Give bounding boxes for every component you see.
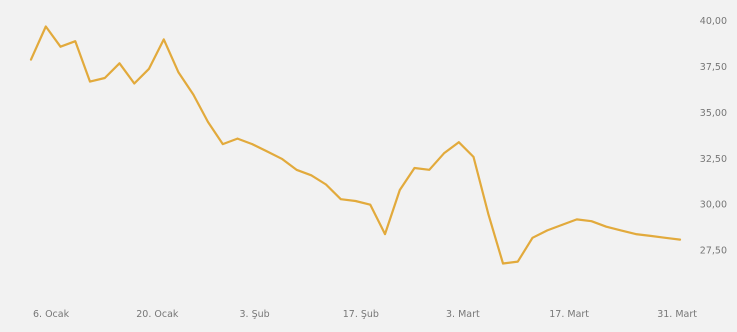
data-point	[178, 72, 180, 74]
data-point	[148, 68, 150, 70]
data-point	[576, 218, 578, 220]
data-point	[679, 239, 681, 241]
x-tick-label: 3. Mart	[446, 309, 480, 320]
data-point	[561, 224, 563, 226]
y-tick-label: 40,00	[700, 16, 727, 27]
data-point	[119, 62, 121, 64]
data-point	[502, 263, 504, 265]
data-point	[546, 230, 548, 232]
data-point	[30, 59, 32, 61]
data-point	[517, 261, 519, 263]
data-point	[399, 189, 401, 191]
data-point	[89, 81, 91, 83]
data-point	[473, 156, 475, 158]
data-point	[487, 213, 489, 215]
y-tick-label: 35,00	[700, 108, 727, 119]
data-point	[74, 40, 76, 42]
y-tick-label: 30,00	[700, 200, 727, 211]
series-line	[31, 27, 680, 264]
data-point	[251, 143, 253, 145]
data-point	[635, 233, 637, 235]
data-point	[237, 138, 239, 140]
x-tick-label: 17. Şub	[343, 309, 379, 320]
data-point	[207, 121, 209, 123]
data-point	[650, 235, 652, 237]
x-tick-label: 20. Ocak	[136, 309, 179, 320]
data-point	[133, 83, 135, 85]
data-point	[414, 167, 416, 169]
data-point	[340, 198, 342, 200]
data-point	[310, 174, 312, 176]
data-point	[60, 46, 62, 48]
data-point	[384, 233, 386, 235]
data-point	[664, 237, 666, 239]
data-point	[458, 141, 460, 143]
data-point	[620, 230, 622, 232]
data-point	[355, 200, 357, 202]
data-point	[443, 152, 445, 154]
y-tick-label: 37,50	[700, 62, 727, 73]
data-point	[532, 237, 534, 239]
y-tick-label: 32,50	[700, 154, 727, 165]
data-point	[369, 204, 371, 206]
data-point	[296, 169, 298, 171]
data-point	[222, 143, 224, 145]
data-point	[605, 226, 607, 228]
x-tick-label: 6. Ocak	[33, 309, 70, 320]
data-point	[104, 77, 106, 79]
data-point	[163, 38, 165, 40]
data-point	[281, 158, 283, 160]
data-point	[192, 94, 194, 96]
data-point	[266, 151, 268, 153]
data-point	[45, 26, 47, 28]
data-point	[428, 169, 430, 171]
x-tick-label: 17. Mart	[549, 309, 589, 320]
x-tick-label: 3. Şub	[240, 309, 270, 320]
data-point	[591, 220, 593, 222]
y-tick-label: 27,50	[700, 246, 727, 257]
data-point	[325, 184, 327, 186]
x-tick-label: 31. Mart	[657, 309, 697, 320]
